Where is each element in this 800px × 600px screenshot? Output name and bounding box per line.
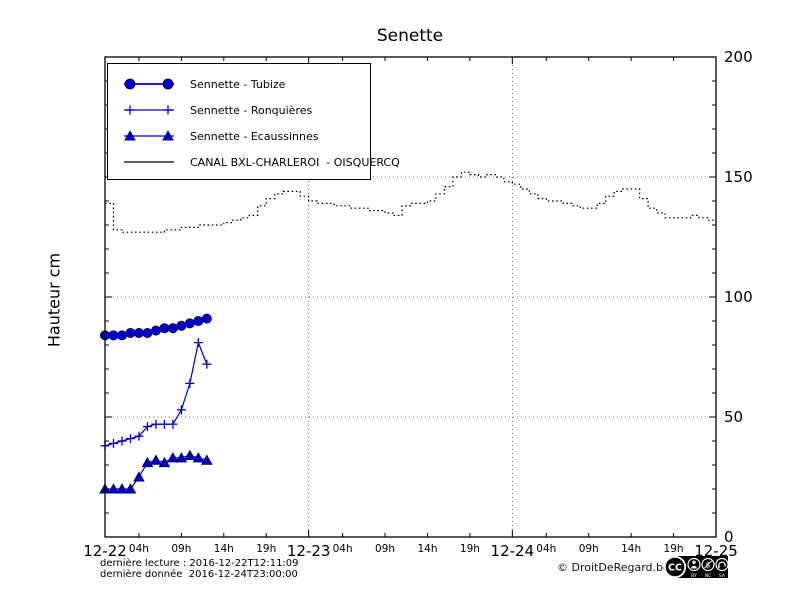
x-hour-tick-label: 04h [129, 543, 149, 555]
sennette-tubize-point [133, 327, 144, 338]
sennette-ecaussinnes-point [116, 483, 128, 494]
sennette-tubize-point [167, 323, 178, 334]
x-hour-tick-label: 04h [536, 543, 556, 555]
x-hour-tick-label: 09h [171, 543, 191, 555]
y-tick-label: 0 [724, 528, 734, 546]
nc-icon: $ [701, 557, 715, 572]
sennette-ecaussinnes-point [124, 483, 137, 494]
x-hour-tick-label: 14h [621, 543, 641, 555]
legend-sample-shape [124, 130, 136, 141]
legend-label-ronquieres: Sennette - Ronquières [190, 103, 313, 117]
y-axis-label: Hauteur cm [44, 252, 64, 348]
sennette-ecaussinnes-point [141, 456, 154, 468]
sa-label: SA [719, 573, 726, 579]
legend-box: Sennette - Tubize Sennette - Ronquières … [107, 63, 400, 180]
legend-item-tubize: Sennette - Tubize [108, 71, 370, 97]
sennette-ecaussinnes-point [107, 483, 120, 494]
sennette-ecaussinnes-point [158, 456, 171, 468]
x-day-tick-label: 12-22 [83, 542, 127, 560]
sennette-tubize-point [184, 318, 195, 329]
y-tick-label: 100 [724, 288, 753, 306]
line-marker-icon [124, 161, 174, 163]
y-tick-label: 150 [724, 168, 753, 186]
legend-sample-shape [162, 78, 174, 90]
sennette-ecaussinnes-point [167, 452, 179, 463]
x-day-tick-label: 12-23 [287, 542, 331, 560]
x-hour-tick-label: 09h [579, 543, 599, 555]
legend-label-canal: CANAL BXL-CHARLEROI - OISQUERCQ [190, 155, 400, 169]
x-hour-tick-label: 19h [256, 543, 276, 555]
sennette-ecaussinnes-point [201, 454, 213, 465]
cc-logo-icon [663, 555, 687, 579]
x-hour-tick-label: 19h [664, 543, 684, 555]
sennette-tubize-point [193, 315, 204, 326]
legend-item-ronquieres: Sennette - Ronquières [108, 97, 370, 123]
x-hour-tick-label: 14h [417, 543, 437, 555]
y-tick-label: 200 [724, 48, 753, 66]
legend-sample-shape [162, 130, 174, 141]
x-day-tick-label: 12-24 [491, 542, 535, 560]
legend-item-ecaussinnes: Sennette - Ecaussinnes [108, 123, 370, 149]
x-hour-tick-label: 09h [375, 543, 395, 555]
sennette-ecaussinnes-point [150, 454, 162, 465]
y-tick-label: 50 [724, 408, 743, 426]
sennette-tubize-point [116, 330, 127, 341]
last-reading-note: dernière lecture : 2016-12-22T12:11:09 [100, 558, 299, 569]
sennette-ecaussinnes-point [192, 452, 205, 463]
x-day-tick-label: 12-25 [694, 542, 738, 560]
legend-item-canal: CANAL BXL-CHARLEROI - OISQUERCQ [108, 149, 400, 175]
canal-bxl-charleroi-oisquercq-line [105, 171, 717, 233]
sennette-ronqui-res-line [104, 340, 208, 447]
plus-marker-icon [124, 105, 174, 115]
last-data-note: dernière donnée 2016-12-24T23:00:00 [100, 569, 298, 580]
sennette-tubize-point [142, 327, 153, 338]
sennette-ecaussinnes-point [184, 449, 196, 460]
chart-title: Senette [376, 26, 444, 46]
sa-icon [715, 557, 729, 572]
by-label: BY [691, 573, 697, 579]
sennette-ecaussinnes-point [175, 452, 188, 463]
legend-label-tubize: Sennette - Tubize [190, 77, 286, 91]
triangle-marker-icon [124, 130, 174, 141]
circle-marker-icon [124, 78, 174, 90]
by-icon [687, 557, 701, 572]
sennette-tubize-point [125, 327, 136, 338]
x-hour-tick-label: 19h [460, 543, 480, 555]
x-hour-tick-label: 04h [333, 543, 353, 555]
cc-badge-plate [674, 556, 728, 578]
sennette-tubize-point [150, 325, 161, 336]
legend-sample-shape [124, 78, 136, 90]
legend-label-ecaussinnes: Sennette - Ecaussinnes [190, 129, 319, 143]
cc-logo-text: CC [668, 563, 682, 574]
cc-license-badge: CC $ BY NC SA [663, 555, 729, 579]
x-hour-tick-label: 14h [214, 543, 234, 555]
sennette-tubize-point [201, 313, 212, 324]
sennette-tubize-point [176, 320, 187, 331]
nc-label: NC [705, 573, 712, 579]
copyright-text: © DroitDeRegard.be [557, 561, 670, 574]
sennette-tubize-point [108, 330, 119, 341]
sennette-ecaussinnes-point [133, 471, 145, 482]
sennette-tubize-point [159, 323, 170, 334]
